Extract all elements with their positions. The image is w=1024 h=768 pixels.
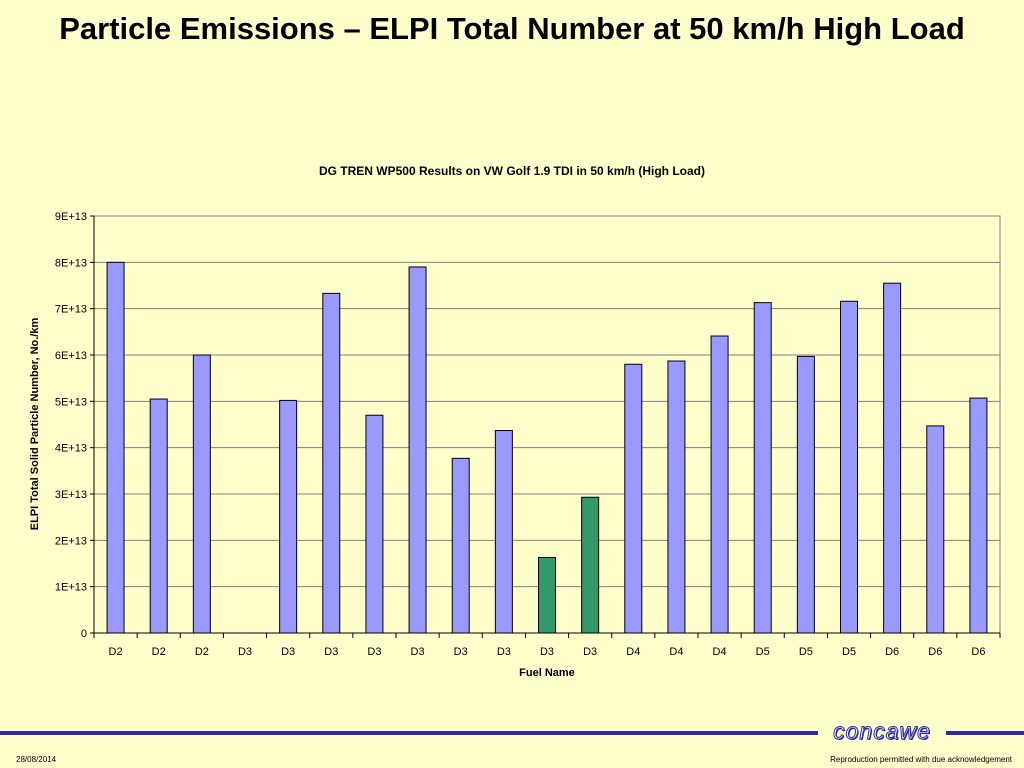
bar bbox=[969, 397, 988, 634]
x-tick-label: D6 bbox=[885, 646, 899, 658]
bar bbox=[494, 430, 513, 634]
x-tick-label: D3 bbox=[497, 646, 511, 658]
x-axis-label: Fuel Name bbox=[519, 667, 575, 679]
y-tick-label: 3E+13 bbox=[55, 489, 87, 501]
x-tick-label: D5 bbox=[799, 646, 813, 658]
x-tick-label: D3 bbox=[238, 646, 252, 658]
x-tick-label: D2 bbox=[152, 646, 166, 658]
bar bbox=[753, 302, 772, 634]
x-tick-label: D3 bbox=[411, 646, 425, 658]
bar bbox=[149, 398, 168, 634]
y-axis-ticks: 0 1E+13 2E+13 3E+13 4E+13 5E+13 6E+13 7E+13 8E+1… bbox=[55, 211, 95, 640]
bar bbox=[624, 363, 643, 634]
slide-title: Particle Emissions – ELPI Total Number a… bbox=[59, 11, 965, 46]
footer-bar bbox=[0, 731, 1024, 735]
x-tick-label: D2 bbox=[195, 646, 209, 658]
bars bbox=[106, 261, 988, 634]
bar bbox=[279, 399, 298, 634]
bar bbox=[408, 266, 427, 634]
x-tick-label: D5 bbox=[756, 646, 770, 658]
x-tick-label: D4 bbox=[626, 646, 640, 658]
y-tick-label: 6E+13 bbox=[55, 350, 87, 362]
bar bbox=[451, 457, 470, 634]
concawe-logo: concawe bbox=[818, 718, 946, 746]
x-tick-label: D2 bbox=[109, 646, 123, 658]
y-axis-label: ELPI Total Solid Particle Number, No./km bbox=[29, 318, 41, 531]
x-axis-ticks: D2 D2 D2 D3 D3 D3 D3 D3 D3 D3 D3 D3 D4 D4 D4 D5 D5 D5 D6 D6… bbox=[93, 632, 1001, 658]
bar bbox=[840, 300, 858, 634]
x-tick-label: D3 bbox=[367, 646, 381, 658]
bar bbox=[926, 425, 945, 634]
x-tick-label: D3 bbox=[583, 646, 597, 658]
footer-date: 28/08/2014 bbox=[16, 755, 57, 764]
bar bbox=[106, 261, 125, 634]
y-tick-label: 5E+13 bbox=[55, 396, 87, 408]
bar bbox=[192, 354, 211, 634]
x-tick-label: D3 bbox=[324, 646, 338, 658]
bar bbox=[796, 355, 815, 634]
x-tick-label: D6 bbox=[971, 646, 985, 658]
bar bbox=[581, 496, 600, 634]
bar bbox=[710, 335, 729, 634]
x-tick-label: D6 bbox=[928, 646, 942, 658]
bar bbox=[538, 556, 556, 634]
x-tick-label: D4 bbox=[713, 646, 727, 658]
bar bbox=[322, 292, 341, 634]
y-tick-label: 9E+13 bbox=[55, 211, 87, 223]
bar bbox=[667, 360, 686, 634]
y-tick-label: 2E+13 bbox=[55, 535, 87, 547]
y-tick-label: 4E+13 bbox=[55, 443, 87, 455]
chart-title: DG TREN WP500 Results on VW Golf 1.9 TDI… bbox=[319, 164, 705, 178]
x-tick-label: D3 bbox=[281, 646, 295, 658]
y-tick-label: 8E+13 bbox=[55, 257, 87, 269]
y-tick-label: 0 bbox=[81, 628, 87, 640]
x-tick-label: D5 bbox=[842, 646, 856, 658]
footer-note: Reproduction permitted with due acknowle… bbox=[830, 755, 1012, 764]
bar bbox=[883, 282, 902, 634]
x-tick-label: D3 bbox=[540, 646, 554, 658]
x-tick-label: D3 bbox=[454, 646, 468, 658]
bar bbox=[365, 414, 384, 634]
y-tick-label: 7E+13 bbox=[55, 304, 87, 316]
x-tick-label: D4 bbox=[669, 646, 683, 658]
y-tick-label: 1E+13 bbox=[55, 582, 87, 594]
